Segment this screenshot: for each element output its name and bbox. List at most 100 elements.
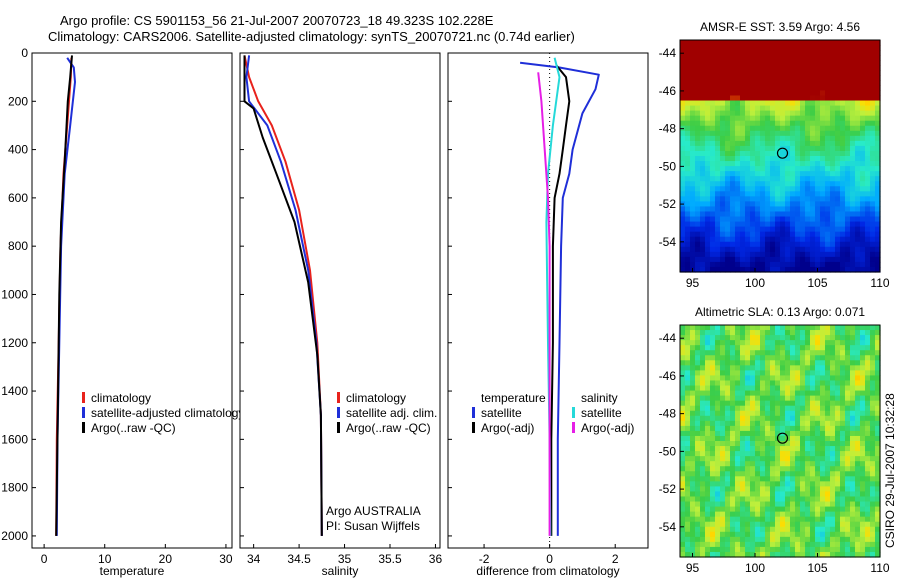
map-cell bbox=[815, 345, 821, 351]
map-cell bbox=[705, 65, 711, 71]
map-cell bbox=[730, 156, 736, 162]
map-cell bbox=[820, 466, 826, 472]
map-cell bbox=[845, 466, 851, 472]
map-cell bbox=[865, 171, 871, 177]
map-cell bbox=[790, 375, 796, 382]
map-cell bbox=[715, 441, 721, 447]
map-cell bbox=[750, 345, 756, 351]
map-cell bbox=[870, 365, 876, 371]
map-cell bbox=[715, 241, 721, 248]
map-y-tick-label: -46 bbox=[659, 84, 677, 98]
map-cell bbox=[865, 410, 871, 417]
map-cell bbox=[740, 486, 746, 493]
map-cell bbox=[740, 551, 746, 558]
map-cell bbox=[755, 405, 761, 412]
map-cell bbox=[825, 261, 831, 268]
map-cell bbox=[685, 345, 691, 351]
map-cell bbox=[685, 45, 691, 51]
map-cell bbox=[845, 456, 851, 462]
map-cell bbox=[775, 451, 781, 457]
map-cell bbox=[700, 150, 706, 157]
map-cell bbox=[830, 400, 836, 407]
map-cell bbox=[745, 256, 751, 263]
map-cell bbox=[740, 370, 746, 377]
map-cell bbox=[770, 425, 776, 432]
map-cell bbox=[865, 330, 871, 336]
map-cell bbox=[830, 531, 836, 538]
map-cell bbox=[740, 400, 746, 407]
map-cell bbox=[825, 446, 831, 452]
map-cell bbox=[780, 370, 786, 377]
map-cell bbox=[680, 380, 686, 387]
map-cell bbox=[865, 425, 871, 432]
map-cell bbox=[815, 410, 821, 417]
map-cell bbox=[855, 345, 861, 351]
map-cell bbox=[760, 75, 766, 81]
map-cell bbox=[695, 536, 701, 543]
map-cell bbox=[765, 191, 771, 197]
map-cell bbox=[730, 171, 736, 177]
map-cell bbox=[690, 491, 696, 498]
legend-swatch bbox=[572, 407, 575, 418]
map-cell bbox=[830, 395, 836, 402]
map-cell bbox=[875, 206, 881, 213]
map-cell bbox=[870, 156, 876, 162]
map-cell bbox=[705, 380, 711, 387]
map-cell bbox=[695, 105, 701, 112]
map-cell bbox=[755, 370, 761, 377]
map-cell bbox=[720, 55, 726, 61]
map-cell bbox=[785, 211, 791, 218]
map-cell bbox=[775, 201, 781, 208]
map-cell bbox=[780, 405, 786, 412]
map-cell bbox=[685, 335, 691, 341]
map-cell bbox=[745, 100, 751, 107]
map-cell bbox=[775, 375, 781, 382]
map-cell bbox=[860, 471, 866, 477]
map-cell bbox=[710, 456, 716, 462]
map-cell bbox=[785, 501, 791, 508]
map-cell bbox=[680, 390, 686, 397]
map-cell bbox=[740, 476, 746, 482]
map-cell bbox=[750, 425, 756, 432]
map-cell bbox=[715, 340, 721, 346]
map-cell bbox=[855, 266, 861, 273]
map-cell bbox=[860, 201, 866, 208]
map-cell bbox=[710, 446, 716, 452]
map-cell bbox=[830, 201, 836, 208]
map-cell bbox=[805, 441, 811, 447]
map-cell bbox=[845, 261, 851, 268]
map-cell bbox=[805, 60, 811, 66]
map-cell bbox=[820, 55, 826, 61]
map-cell bbox=[860, 50, 866, 56]
map-cell bbox=[870, 521, 876, 528]
map-cell bbox=[730, 365, 736, 371]
map-cell bbox=[805, 415, 811, 422]
map-cell bbox=[785, 425, 791, 432]
map-cell bbox=[680, 425, 686, 432]
map-cell bbox=[760, 420, 766, 427]
map-x-tick-label: 110 bbox=[870, 276, 889, 290]
legend-entry-satellite: satellite-adjusted climatology bbox=[82, 406, 240, 421]
map-cell bbox=[805, 526, 811, 533]
map-cell bbox=[745, 496, 751, 503]
map-cell bbox=[690, 90, 696, 97]
map-cell bbox=[695, 186, 701, 192]
map-cell bbox=[830, 115, 836, 122]
map-cell bbox=[825, 191, 831, 197]
map-cell bbox=[850, 441, 856, 447]
map-cell bbox=[700, 95, 706, 102]
map-cell bbox=[840, 536, 846, 543]
map-cell bbox=[760, 476, 766, 482]
map-cell bbox=[825, 451, 831, 457]
map-cell bbox=[770, 186, 776, 192]
map-cell bbox=[740, 156, 746, 162]
map-cell bbox=[785, 166, 791, 172]
series-line bbox=[55, 55, 73, 536]
map-cell bbox=[770, 145, 776, 152]
map-cell bbox=[810, 370, 816, 377]
map-cell bbox=[840, 140, 846, 147]
map-cell bbox=[730, 340, 736, 346]
map-cell bbox=[840, 395, 846, 402]
map-cell bbox=[830, 75, 836, 81]
map-cell bbox=[725, 340, 731, 346]
